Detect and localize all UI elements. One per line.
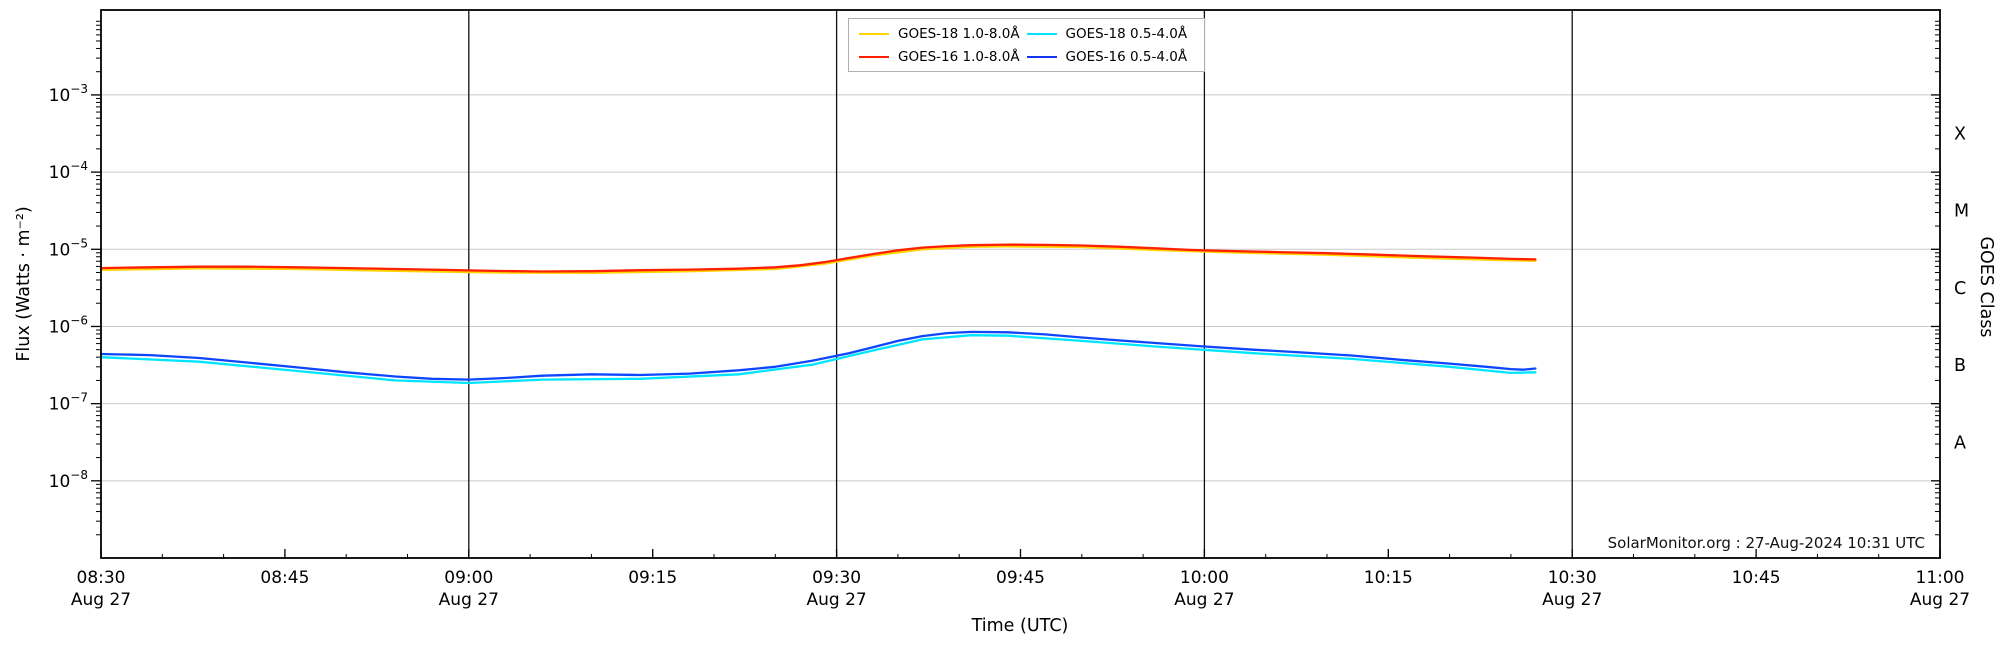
series-line	[99, 243, 1537, 273]
x-tick-label: 09:00	[444, 568, 493, 588]
x-tick-sublabel: Aug 27	[71, 590, 131, 610]
x-tick-label: 10:45	[1732, 568, 1781, 588]
y-tick-label: 10−6	[49, 313, 88, 337]
x-tick-label: 09:45	[996, 568, 1045, 588]
legend-label: GOES-18 0.5-4.0Å	[1065, 25, 1188, 42]
y-tick-label: 10−7	[49, 391, 88, 415]
legend-line-sample	[859, 32, 889, 35]
goes-class-letter: C	[1954, 279, 1966, 299]
goes-class-letter: M	[1954, 202, 1969, 222]
x-tick-label: 09:30	[812, 568, 861, 588]
x-tick-label: 10:00	[1180, 568, 1229, 588]
legend-line-sample	[1026, 32, 1057, 35]
legend-label: GOES-18 1.0-8.0Å	[898, 25, 1020, 42]
goes-class-letter: B	[1954, 356, 1966, 376]
x-tick-sublabel: Aug 27	[1542, 590, 1602, 610]
goes-class-letter: X	[1954, 125, 1966, 145]
y-tick-label: 10−8	[49, 468, 88, 492]
y-tick-label: 10−5	[49, 236, 88, 260]
legend-line-sample	[859, 55, 889, 58]
right-axis-label: GOES Class	[1976, 236, 1996, 338]
x-axis-label: Time (UTC)	[971, 616, 1069, 636]
legend-item: GOES-16 0.5-4.0Å	[1026, 48, 1195, 65]
x-tick-sublabel: Aug 27	[806, 590, 866, 610]
legend-item: GOES-18 0.5-4.0Å	[1026, 25, 1195, 42]
x-tick-label: 10:15	[1364, 568, 1413, 588]
x-tick-label: 08:30	[77, 568, 126, 588]
y-tick-label: 10−3	[49, 82, 88, 106]
series-line	[99, 330, 1537, 381]
legend-item: GOES-16 1.0-8.0Å	[859, 49, 1027, 65]
series-line	[99, 245, 1537, 275]
legend-item: GOES-18 1.0-8.0Å	[859, 26, 1027, 42]
goes-class-letter: A	[1954, 433, 1966, 453]
legend-label: GOES-16 0.5-4.0Å	[1065, 48, 1188, 65]
x-tick-sublabel: Aug 27	[1174, 590, 1234, 610]
x-tick-sublabel: Aug 27	[1910, 590, 1970, 610]
x-tick-label: 11:00	[1916, 568, 1965, 588]
x-tick-label: 10:30	[1548, 568, 1597, 588]
x-tick-label: 08:45	[260, 568, 309, 588]
y-axis-label: Flux (Watts · m⁻²)	[14, 206, 34, 362]
y-tick-label: 10−4	[49, 159, 88, 183]
series-line	[99, 334, 1537, 385]
x-tick-sublabel: Aug 27	[439, 590, 499, 610]
plot-border	[100, 9, 1941, 559]
watermark-text: SolarMonitor.org : 27-Aug-2024 10:31 UTC	[1607, 534, 1925, 552]
legend-line-sample	[1026, 55, 1057, 58]
x-tick-label: 09:15	[628, 568, 677, 588]
legend-label: GOES-16 1.0-8.0Å	[898, 48, 1020, 65]
legend: GOES-18 1.0-8.0Å GOES-16 1.0-8.0Å GOES-1…	[848, 18, 1205, 72]
